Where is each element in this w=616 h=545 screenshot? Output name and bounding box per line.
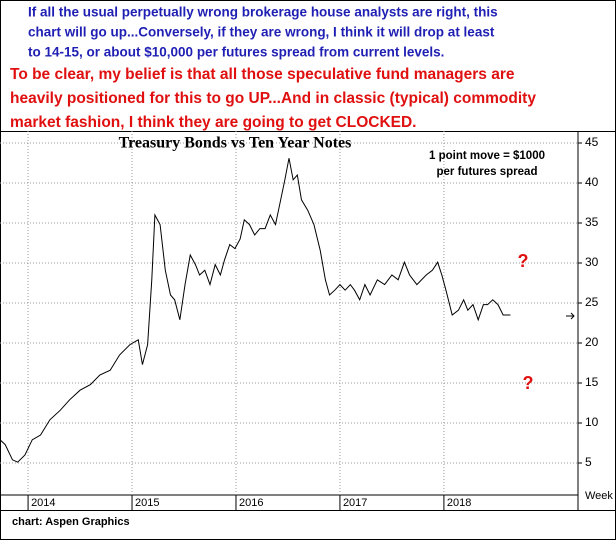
red-note: market fashion, I think they are going t… bbox=[10, 114, 417, 131]
x-axis-label: Week bbox=[585, 490, 613, 502]
y-tick-label: 5 bbox=[585, 455, 592, 469]
y-tick-label: 10 bbox=[585, 415, 599, 429]
data-line bbox=[0, 158, 511, 463]
chart-title: Treasury Bonds vs Ten Year Notes bbox=[119, 135, 352, 152]
annotation: per futures spread bbox=[437, 166, 538, 178]
blue-note: to 14-15, or about $10,000 per futures s… bbox=[28, 45, 444, 60]
red-note: heavily positioned for this to go UP...A… bbox=[10, 90, 536, 107]
x-tick-label: 2017 bbox=[343, 497, 367, 509]
x-tick-label: 2014 bbox=[31, 497, 55, 509]
last-value-arrow bbox=[566, 312, 575, 320]
x-tick-label: 2015 bbox=[135, 497, 159, 509]
y-tick-label: 30 bbox=[585, 255, 599, 269]
blue-note: chart will go up...Conversely, if they a… bbox=[28, 25, 495, 40]
y-tick-label: 20 bbox=[585, 335, 599, 349]
blue-note: If all the usual perpetually wrong broke… bbox=[28, 5, 498, 20]
red-note: To be clear, my belief is that all those… bbox=[10, 66, 515, 83]
x-tick-label: 2016 bbox=[239, 497, 263, 509]
footer: chart: Aspen Graphics bbox=[12, 516, 130, 528]
y-tick-label: 45 bbox=[585, 135, 599, 149]
annotation: 1 point move = $1000 bbox=[429, 150, 545, 162]
x-tick-label: 2018 bbox=[447, 497, 471, 509]
y-tick-label: 35 bbox=[585, 215, 599, 229]
y-tick-label: 25 bbox=[585, 295, 599, 309]
question-mark: ? bbox=[523, 373, 534, 393]
question-mark: ? bbox=[518, 251, 529, 271]
y-tick-label: 40 bbox=[585, 175, 599, 189]
y-tick-label: 15 bbox=[585, 375, 599, 389]
